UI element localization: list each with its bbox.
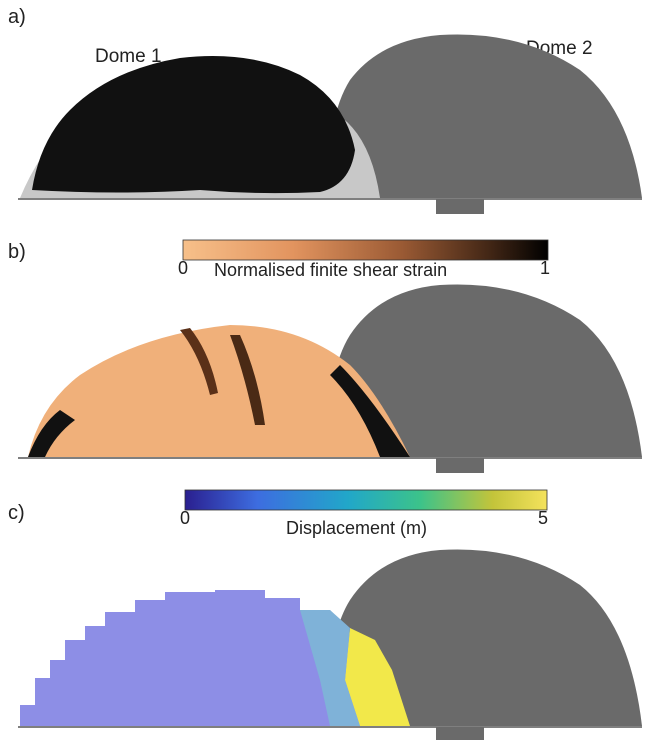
- displacement-mid-zone: [300, 610, 360, 726]
- dome-2-shape-b: [329, 284, 642, 457]
- colorbar-c-title: Displacement (m): [286, 518, 428, 538]
- panel-c-plot: [18, 489, 642, 740]
- panel-a: a) Dome 1 Dome 2: [0, 0, 654, 225]
- conduit-b: [436, 458, 484, 473]
- strain-band-2: [230, 335, 265, 425]
- colorbar-c-max: 5: [538, 508, 549, 528]
- panel-label-c: c): [8, 502, 25, 524]
- strain-band-3: [28, 410, 75, 457]
- dome-1-shape: [32, 56, 355, 194]
- colorbar-b-min: 0: [178, 258, 189, 278]
- displacement-hot-zone: [345, 628, 410, 726]
- colorbar-b-title: Normalised finite shear strain: [214, 260, 448, 280]
- colorbar-c: [184, 489, 548, 511]
- strain-dome-shape: [28, 325, 410, 457]
- dome-1-label: Dome 1: [95, 46, 162, 67]
- panel-b: b) 0 Normalised finite shear strain 1: [0, 225, 654, 480]
- strain-band-4: [180, 328, 218, 395]
- panel-label-b: b): [8, 241, 26, 263]
- dome-2-shape: [329, 34, 642, 198]
- colorbar-b: [182, 239, 549, 261]
- panel-c: c) 0 Displacement (m) 5: [0, 480, 654, 740]
- conduit-c: [436, 727, 484, 740]
- colorbar-c-min: 0: [180, 508, 191, 528]
- panel-label-a: a): [8, 6, 26, 28]
- panel-a-domes: [18, 34, 642, 214]
- colorbar-b-max: 1: [540, 258, 551, 278]
- panel-b-plot: [18, 239, 642, 473]
- dome-2-shape-c: [329, 549, 642, 726]
- conduit-a: [436, 199, 484, 214]
- strain-band-1: [330, 365, 410, 457]
